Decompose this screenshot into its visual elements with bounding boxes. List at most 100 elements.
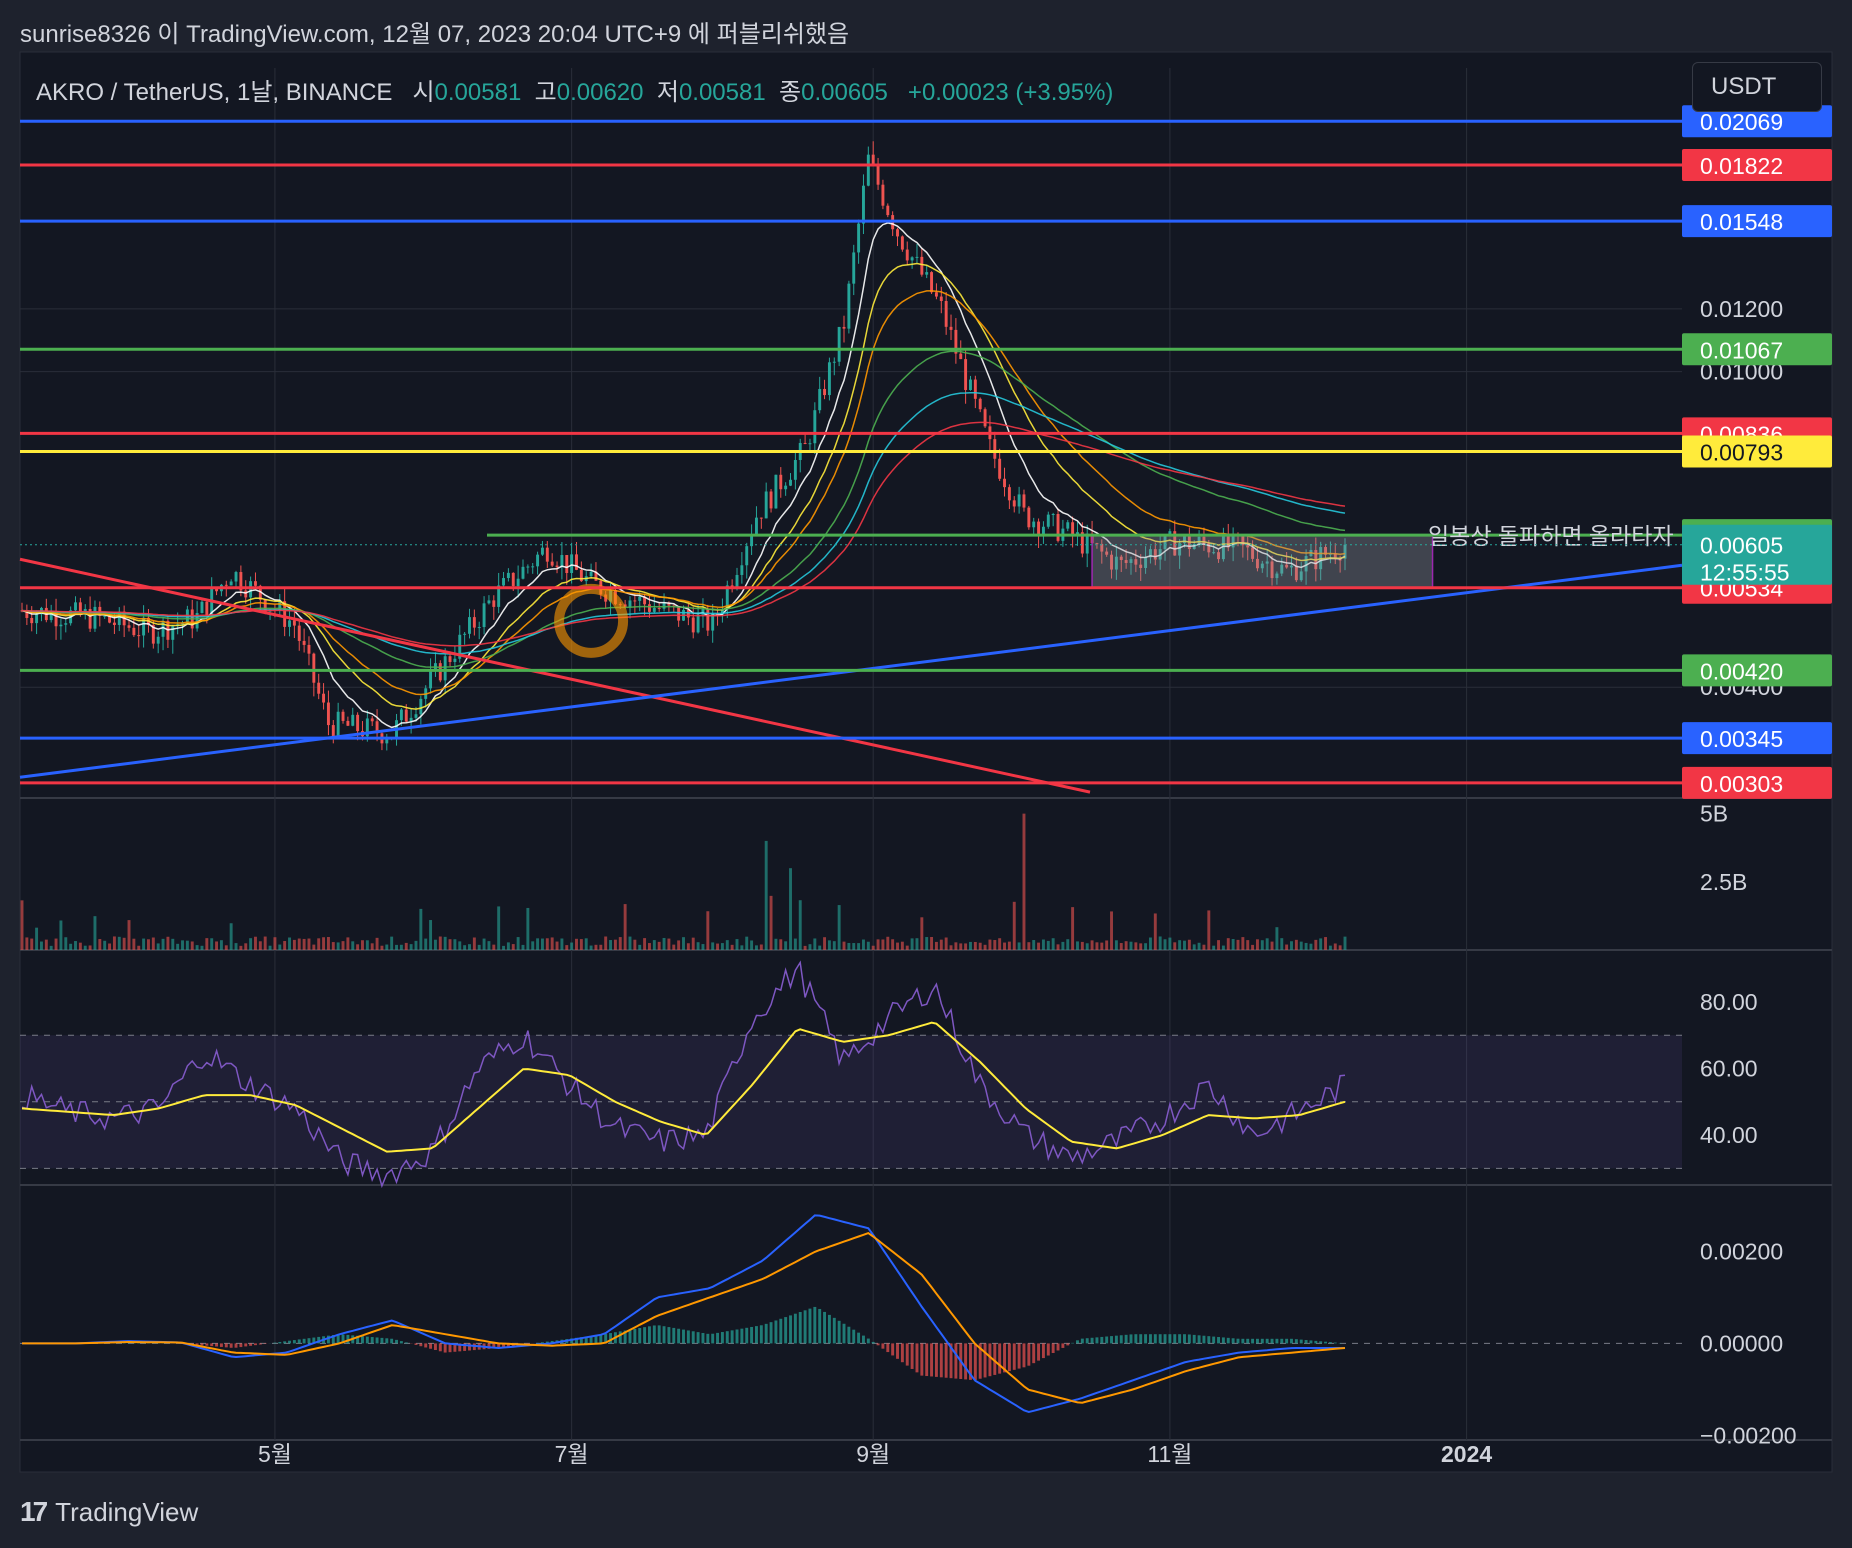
volume-bar: [871, 945, 875, 950]
macd-hist-bar: [273, 1342, 277, 1344]
candle-body: [278, 601, 282, 610]
candle-body: [1085, 533, 1089, 554]
macd-hist-bar: [774, 1320, 778, 1344]
macd-hist-bar: [1231, 1338, 1235, 1344]
volume-bar: [453, 939, 457, 950]
macd-hist-bar: [1071, 1342, 1075, 1344]
macd-hist-bar: [492, 1343, 496, 1349]
macd-hist-bar: [1314, 1340, 1318, 1344]
candle-body: [1071, 522, 1075, 537]
macd-hist-bar: [988, 1343, 992, 1377]
close-value: 0.00605: [801, 79, 888, 106]
volume-bar: [983, 944, 987, 950]
volume-bar: [1338, 945, 1342, 950]
rsi-line: [21, 960, 1346, 1189]
candle-body: [536, 554, 540, 567]
volume-bar: [103, 940, 107, 950]
macd-hist-bar: [745, 1327, 749, 1344]
macd-hist-bar: [1032, 1343, 1036, 1364]
volume-bar: [433, 939, 437, 950]
volume-bar: [750, 940, 754, 950]
volume-bar: [1114, 940, 1118, 950]
volume-bar: [59, 920, 63, 950]
macd-hist-bar: [594, 1335, 598, 1344]
macd-hist-bar: [234, 1343, 238, 1348]
candle-body: [1183, 535, 1186, 544]
macd-hist-bar: [1217, 1337, 1220, 1344]
volume-bar: [54, 938, 58, 950]
candle-body: [1265, 561, 1269, 564]
volume-bar: [891, 939, 895, 950]
volume-bar: [185, 940, 189, 950]
level-label-bg: [1682, 435, 1832, 468]
macd-hist-bar: [643, 1327, 647, 1344]
volume-bar: [1046, 940, 1050, 950]
macd-hist-bar: [662, 1326, 666, 1344]
volume-bar: [147, 939, 150, 950]
macd-hist-bar: [438, 1343, 442, 1352]
volume-bar: [740, 945, 744, 950]
macd-hist-bar: [1294, 1339, 1298, 1344]
macd-hist-bar: [1105, 1336, 1109, 1344]
candle-body: [915, 256, 919, 258]
macd-hist-bar: [915, 1343, 919, 1373]
level-label-bg: [1682, 766, 1832, 799]
candle-body: [764, 491, 768, 519]
candle-body: [745, 546, 749, 566]
candle-body: [117, 611, 121, 625]
macd-hist-bar: [317, 1336, 321, 1344]
volume-bar: [910, 938, 914, 950]
candle-body: [978, 398, 982, 410]
annotation-text: 일봉상 돌파하면 올라타자: [1428, 523, 1674, 549]
volume-bar: [633, 939, 637, 950]
candle-body: [969, 379, 972, 390]
candle-body: [302, 640, 306, 645]
volume-bar: [288, 937, 291, 950]
macd-hist-bar: [424, 1343, 428, 1348]
macd-hist-bar: [1022, 1343, 1026, 1368]
candles: [20, 141, 1347, 751]
volume-bar: [1153, 913, 1157, 950]
volume-bar: [827, 940, 831, 950]
macd-hist-bar: [964, 1343, 968, 1380]
volume-bar: [638, 944, 642, 950]
candle-body: [1207, 543, 1211, 553]
volume-bar: [361, 940, 364, 950]
candle-body: [759, 517, 763, 519]
currency-button[interactable]: USDT: [1692, 62, 1822, 112]
volume-bar: [526, 907, 530, 950]
macd-hist-bar: [375, 1337, 379, 1344]
volume-bar: [244, 943, 248, 950]
volume-bar: [604, 936, 608, 950]
candle-body: [409, 717, 413, 722]
volume-bar: [492, 944, 496, 950]
volume-bar: [896, 942, 899, 950]
volume-bar: [502, 945, 505, 950]
candle-body: [1056, 513, 1060, 541]
candle-body: [983, 409, 987, 427]
level-label: 0.00303: [1700, 771, 1783, 797]
volume-bar: [356, 944, 360, 950]
tradingview-logo[interactable]: 17 TradingView: [20, 1496, 198, 1528]
candle-body: [827, 362, 831, 396]
macd-hist-bar: [506, 1343, 510, 1347]
chart-background: [20, 52, 1832, 1472]
candle-body: [900, 236, 904, 250]
volume-bar: [477, 944, 481, 950]
volume-bar: [1056, 944, 1060, 950]
candle-body: [312, 653, 316, 683]
macd-hist-bar: [433, 1343, 437, 1351]
macd-hist-bar: [414, 1343, 418, 1345]
macd-hist-bar: [837, 1320, 841, 1344]
volume-bar: [1246, 940, 1250, 950]
volume-bar: [1183, 940, 1186, 950]
volume-bar: [652, 940, 656, 950]
candle-body: [832, 361, 836, 363]
volume-bar: [1255, 939, 1259, 950]
volume-bar: [725, 940, 729, 950]
volume-bar: [317, 938, 321, 950]
volume-bar: [424, 938, 428, 950]
macd-hist-bar: [1080, 1338, 1084, 1344]
candle-body: [254, 581, 257, 586]
